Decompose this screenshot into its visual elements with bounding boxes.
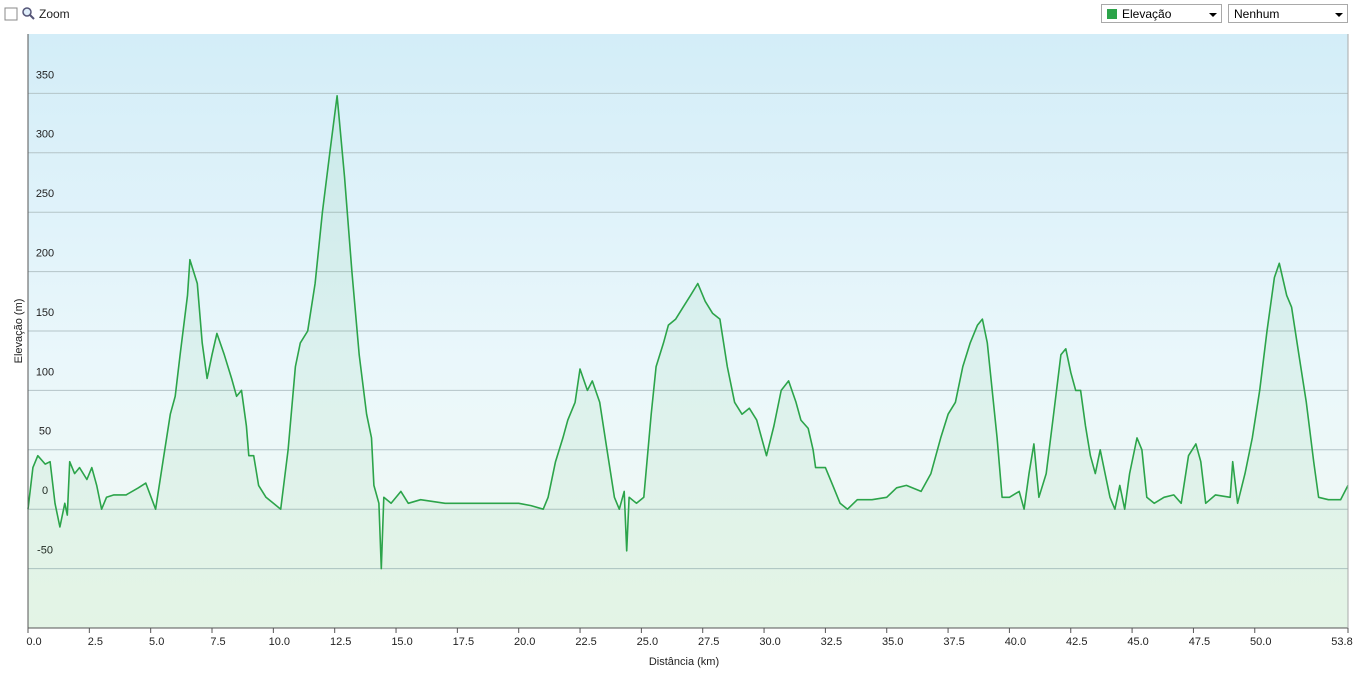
x-tick-label: 50.0 [1250, 636, 1271, 648]
x-tick-label: 17.5 [453, 636, 474, 648]
x-tick-label: 2.5 [88, 636, 103, 648]
secondary-select[interactable]: Nenhum [1228, 4, 1348, 23]
zoom-label: Zoom [39, 7, 70, 21]
zoom-icon [22, 7, 35, 20]
x-tick-label: 40.0 [1005, 636, 1026, 648]
dropdown-arrow [1209, 13, 1217, 17]
x-tick-label: 53.8 [1331, 636, 1352, 648]
x-tick-label: 35.0 [882, 636, 903, 648]
x-tick-label: 37.5 [943, 636, 964, 648]
x-tick-label: 0.0 [26, 636, 41, 648]
x-tick-label: 32.5 [821, 636, 842, 648]
y-tick-label: 300 [36, 129, 54, 141]
y-tick-label: 0 [42, 485, 48, 497]
x-tick-label: 45.0 [1127, 636, 1148, 648]
y-tick-label: 350 [36, 69, 54, 81]
x-tick-label: 30.0 [759, 636, 780, 648]
y-tick-label: 150 [36, 307, 54, 319]
x-tick-label: 12.5 [330, 636, 351, 648]
x-tick-label: 10.0 [269, 636, 290, 648]
x-tick-label: 7.5 [210, 636, 225, 648]
x-tick-label: 22.5 [575, 636, 596, 648]
x-tick-label: 47.5 [1189, 636, 1210, 648]
y-axis-label: Elevação (m) [13, 299, 25, 364]
x-tick-label: 20.0 [514, 636, 535, 648]
legend-label: Elevação [1122, 7, 1172, 21]
x-axis-label: Distância (km) [649, 656, 719, 668]
y-tick-label: -50 [37, 545, 53, 557]
zoom-checkbox[interactable] [4, 7, 18, 21]
y-tick-label: 50 [39, 426, 51, 438]
y-tick-label: 250 [36, 188, 54, 200]
x-tick-label: 15.0 [391, 636, 412, 648]
x-tick-label: 5.0 [149, 636, 164, 648]
line [27, 95, 1349, 570]
area [28, 95, 1348, 629]
x-tick-label: 27.5 [698, 636, 719, 648]
y-tick-label: 100 [36, 366, 54, 378]
x-tick-label: 25.0 [637, 636, 658, 648]
dropdown-arrow [1335, 13, 1343, 17]
y-tick-label: 200 [36, 248, 54, 260]
x-tick-label: 42.5 [1066, 636, 1087, 648]
secondary-select-label: Nenhum [1234, 7, 1280, 21]
series-select[interactable]: Elevação [1101, 4, 1222, 23]
legend-swatch [1107, 9, 1117, 19]
